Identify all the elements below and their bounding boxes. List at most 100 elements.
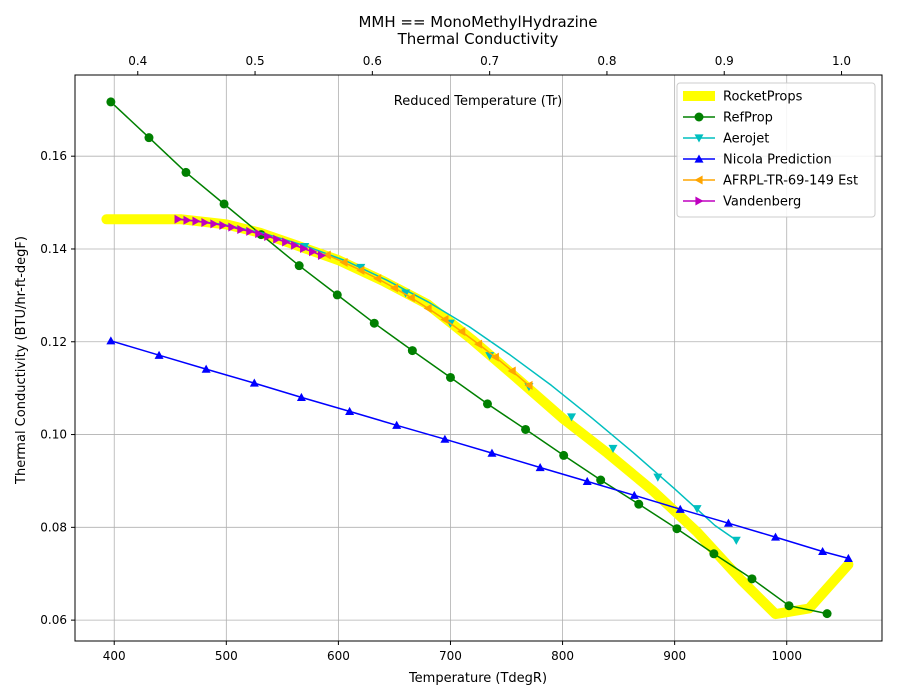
data-point — [692, 505, 702, 514]
data-point — [201, 218, 210, 228]
data-point — [219, 199, 229, 209]
data-point — [246, 226, 255, 236]
chart-subtitle: Thermal Conductivity — [397, 30, 559, 48]
x-tick-label: 800 — [551, 649, 574, 663]
legend-item: Nicola Prediction — [683, 153, 832, 168]
data-point — [490, 352, 499, 362]
x-tick-label: 400 — [103, 649, 126, 663]
data-point — [457, 327, 466, 337]
y-axis-label: Thermal Conductivity (BTU/hr-ft-degF) — [14, 236, 29, 485]
data-point — [345, 406, 355, 415]
data-point — [294, 261, 304, 271]
top-x-tick-label: 0.7 — [480, 54, 499, 68]
data-point — [482, 399, 492, 409]
data-point — [567, 413, 577, 422]
top-x-tick-label: 0.6 — [363, 54, 382, 68]
data-point — [296, 392, 306, 402]
data-point — [392, 420, 402, 429]
plot-frame — [74, 74, 883, 642]
data-point — [339, 257, 348, 267]
legend-item: AFRPL-TR-69-149 Est — [683, 174, 858, 189]
data-point — [309, 247, 318, 257]
data-point — [709, 549, 719, 559]
x-axis-label: Temperature (TdegR) — [408, 671, 547, 686]
series-line — [110, 101, 828, 615]
data-point — [332, 290, 342, 300]
data-point — [273, 234, 282, 244]
data-point — [154, 350, 164, 359]
data-point — [264, 231, 273, 241]
legend-marker — [694, 175, 703, 185]
data-point — [747, 574, 757, 584]
legend-label: Aerojet — [723, 132, 769, 147]
data-point — [317, 250, 327, 260]
data-point — [406, 293, 415, 303]
top-x-tick-label: 0.8 — [597, 54, 616, 68]
data-point — [106, 336, 116, 345]
data-point — [723, 518, 733, 527]
data-point — [675, 504, 685, 513]
y-tick-label: 0.06 — [40, 613, 67, 627]
data-point — [596, 475, 606, 485]
data-point — [291, 240, 300, 250]
y-tick-label: 0.08 — [40, 520, 67, 534]
data-point — [445, 372, 455, 382]
data-point — [174, 214, 183, 224]
top-x-tick-label: 1.0 — [832, 54, 851, 68]
data-point — [784, 601, 794, 611]
data-point — [210, 219, 219, 229]
data-point — [181, 167, 191, 177]
legend-marker — [695, 196, 704, 206]
legend-marker — [694, 112, 704, 122]
data-point — [144, 133, 154, 143]
data-point — [440, 434, 450, 443]
data-point — [369, 318, 379, 328]
x-tick-label: 700 — [439, 649, 462, 663]
legend-item: RefProp — [683, 111, 773, 126]
top-x-tick-label: 0.4 — [128, 54, 147, 68]
data-point — [559, 450, 569, 460]
plot-area — [101, 97, 854, 620]
legend-label: Vandenberg — [723, 195, 801, 210]
y-tick-label: 0.12 — [40, 335, 67, 349]
data-point — [237, 224, 246, 234]
data-point — [634, 499, 644, 509]
data-point — [106, 97, 116, 107]
legend-item: RocketProps — [683, 90, 803, 105]
x-tick-label: 900 — [663, 649, 686, 663]
legend-label: RefProp — [723, 111, 773, 126]
x-tick-label: 1000 — [771, 649, 802, 663]
top-x-tick-label: 0.5 — [246, 54, 265, 68]
series-refprop — [106, 97, 832, 619]
data-point — [423, 303, 432, 313]
data-point — [192, 216, 201, 226]
x-tick-label: 600 — [327, 649, 350, 663]
data-point — [322, 250, 331, 260]
y-tick-label: 0.16 — [40, 149, 67, 163]
data-point — [356, 265, 365, 275]
series-vandenberg — [174, 214, 327, 260]
data-point — [608, 444, 618, 453]
legend-label: Nicola Prediction — [723, 153, 832, 168]
legend: RocketProps RefProp Aerojet Nicola Predicti… — [676, 82, 876, 218]
data-point — [843, 553, 853, 563]
legend-marker — [694, 154, 704, 163]
top-x-tick-label: 0.9 — [715, 54, 734, 68]
data-point — [228, 222, 237, 232]
data-point — [487, 448, 497, 457]
data-point — [282, 237, 291, 247]
axes: 400 500 600 700 800 900 1000 0.06 0.08 0.10 0.12 0.… — [40, 54, 851, 663]
data-point — [582, 476, 592, 486]
data-point — [183, 215, 192, 225]
legend-item: Aerojet — [683, 132, 769, 147]
x-tick-label: 500 — [215, 649, 238, 663]
data-point — [249, 378, 259, 387]
data-point — [407, 346, 417, 356]
data-point — [535, 462, 545, 472]
data-point — [201, 364, 211, 373]
data-point — [373, 274, 382, 284]
y-tick-label: 0.14 — [40, 242, 67, 256]
series-afrpl-tr-69-149-est — [322, 250, 533, 390]
